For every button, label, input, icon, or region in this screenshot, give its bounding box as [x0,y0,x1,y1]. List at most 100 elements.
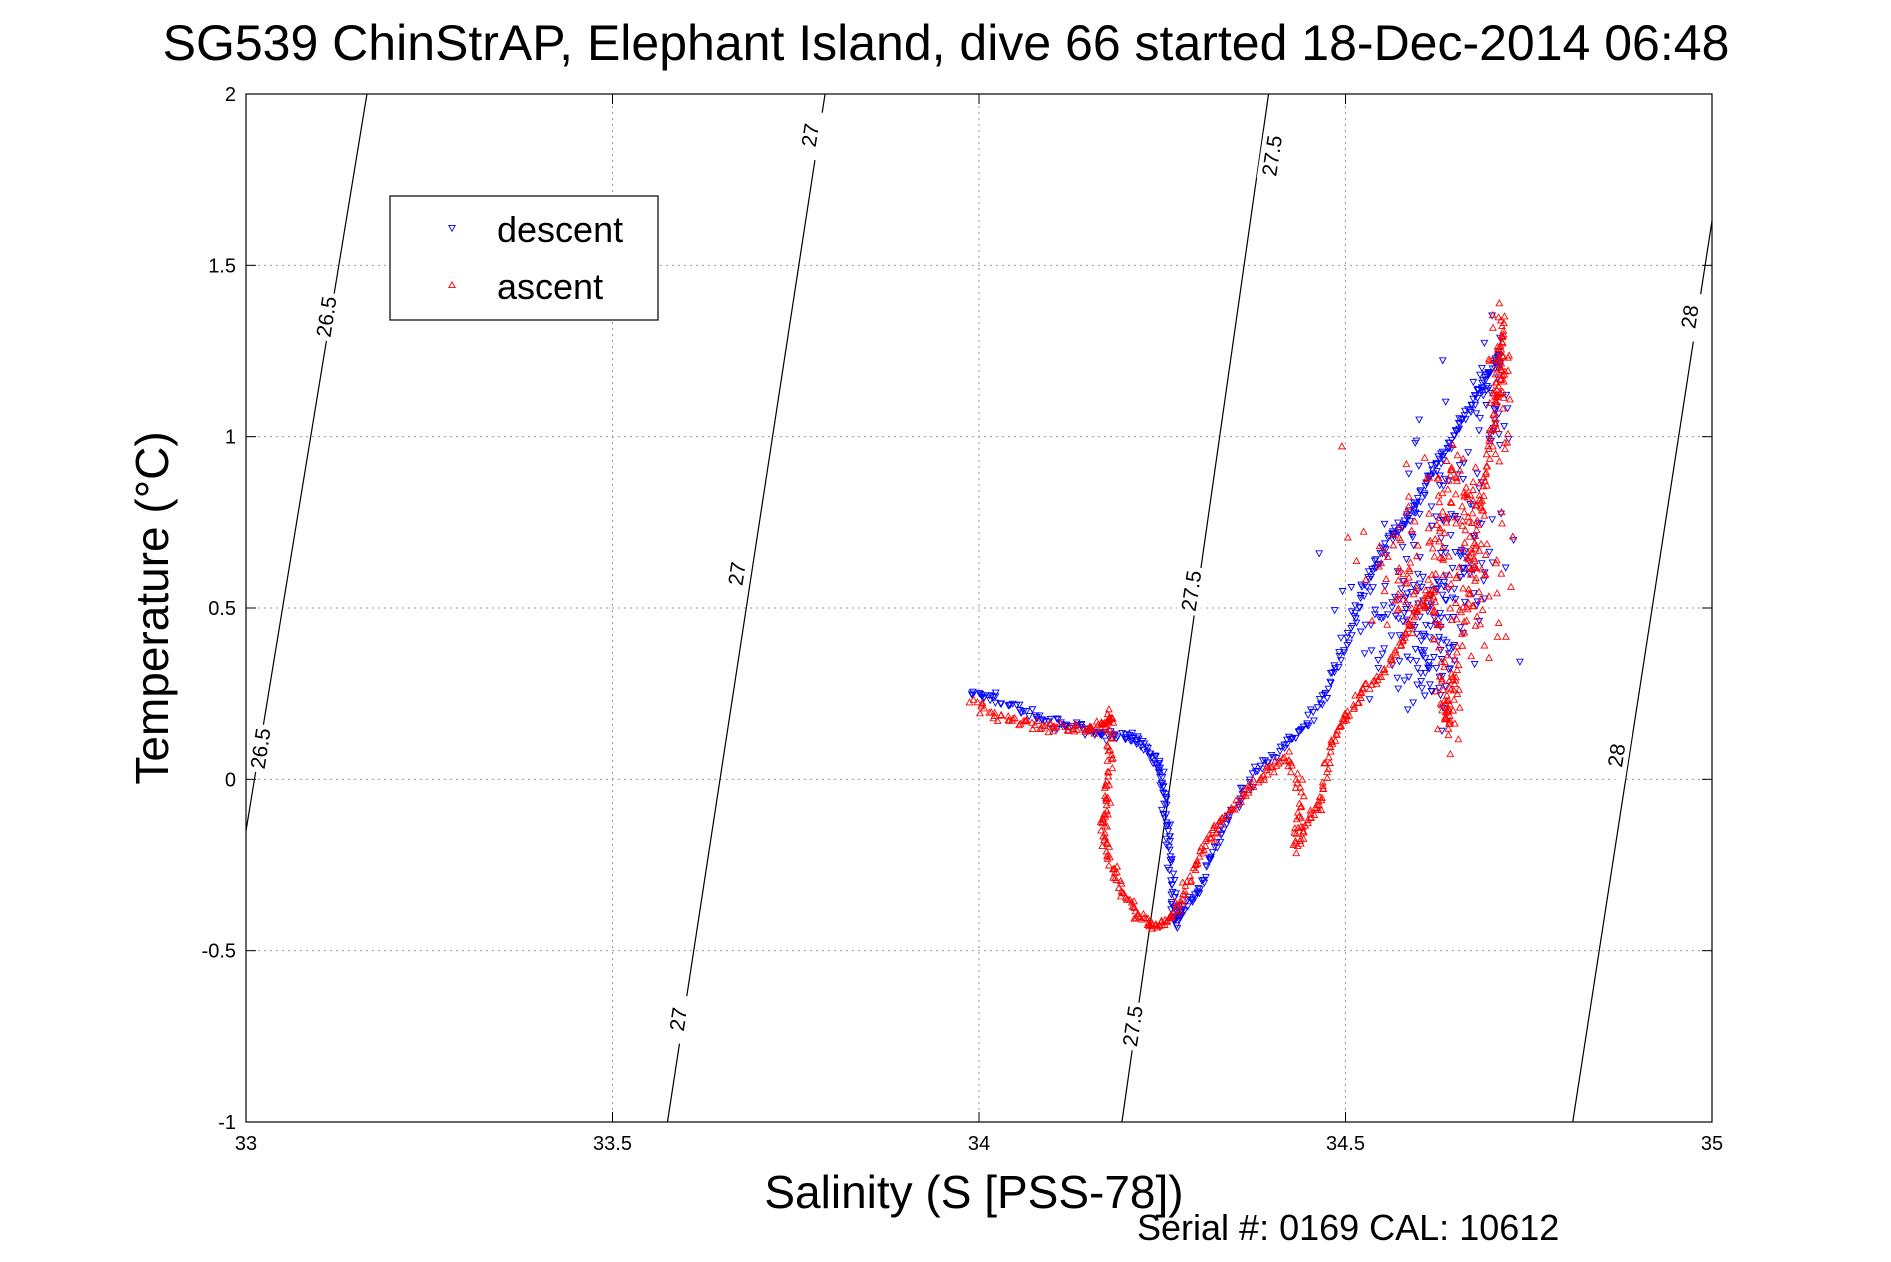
ascent-point [1428,582,1437,590]
ascent-point [1092,717,1101,725]
descent-point [1366,588,1375,596]
ascent-point [1504,353,1512,361]
descent-point [1439,482,1448,490]
descent-point [1205,856,1214,864]
descent-point [1309,717,1318,725]
descent-point [1168,881,1177,889]
ascent-point [1196,846,1205,855]
ascent-point [1457,607,1466,616]
ascent-point [1105,725,1114,733]
descent-point [1444,645,1453,653]
ascent-point [1446,465,1455,473]
ascent-point [1137,915,1146,923]
descent-point [1425,659,1434,667]
ascent-point [1045,718,1054,726]
ascent-point [1462,483,1471,491]
descent-point [1427,688,1436,696]
descent-point [1473,470,1482,478]
descent-point [1404,470,1413,478]
ascent-point [1351,691,1360,699]
ascent-point [1448,672,1457,681]
isopycnal-label: 27 [798,122,824,149]
ascent-point [1359,527,1368,535]
ascent-point [1073,725,1081,733]
ascent-point [1436,513,1445,521]
ascent-point [1262,762,1271,770]
descent-point [1455,420,1464,429]
ascent-point [1425,473,1434,481]
descent-point [1418,632,1427,640]
ascent-point [1402,459,1411,468]
ascent-point [1299,827,1308,835]
ascent-point [1103,854,1112,862]
descent-point [991,693,1000,701]
descent-point [1428,522,1436,530]
ascent-point [1497,569,1506,577]
descent-point [1458,565,1467,573]
ascent-point [1358,683,1367,691]
descent-point [1321,689,1330,698]
ascent-point [1259,771,1268,779]
ascent-point [1108,764,1117,772]
isopycnal-label: 28 [1677,304,1703,331]
ascent-point [1166,910,1175,918]
series-descent [967,312,1524,932]
ascent-point [1326,758,1334,766]
ascent-point [1101,833,1109,841]
ascent-point [1092,723,1100,732]
descent-point [1442,572,1450,580]
ascent-point [1446,470,1455,478]
descent-point [1142,743,1151,751]
ascent-point [1460,508,1469,516]
ascent-point [1469,485,1477,493]
ascent-point [1104,861,1113,869]
ascent-point [1498,371,1507,379]
ascent-point [1046,720,1055,728]
ascent-point [1106,798,1115,806]
descent-point [1460,570,1468,578]
ascent-point [1368,616,1377,624]
ascent-point [1453,648,1461,656]
ascent-point [1486,433,1495,441]
descent-point [991,689,1000,697]
ascent-point [1435,498,1444,506]
ascent-point [1480,476,1489,484]
descent-point [1472,410,1481,418]
descent-point [1394,615,1403,623]
ascent-point [1104,747,1113,755]
ascent-point [1496,389,1505,397]
descent-point [1315,550,1324,558]
ascent-point [1460,538,1469,546]
ascent-point [1495,299,1504,307]
ascent-point [1337,442,1346,450]
descent-point [1456,624,1465,632]
ascent-point [1500,438,1509,446]
ascent-point [1040,721,1049,730]
ascent-point [1407,526,1416,534]
descent-point [1163,822,1172,830]
descent-point [980,694,989,702]
ascent-point [1480,511,1489,519]
descent-point [1374,665,1383,673]
ascent-point [1394,595,1403,603]
ascent-point [1492,385,1501,393]
descent-point [1172,890,1181,898]
descent-point [1224,814,1233,822]
descent-point [1340,649,1349,657]
descent-point [1470,532,1479,540]
ascent-point [1453,642,1462,650]
ascent-point [1287,761,1296,769]
descent-point [1432,468,1441,476]
descent-point [1155,760,1164,768]
ascent-point [1453,571,1462,579]
descent-point [1500,423,1509,431]
descent-point [1469,378,1478,387]
ascent-point [1431,616,1440,624]
ascent-point [1292,848,1301,857]
ascent-point [1275,757,1284,765]
ascent-point [1244,781,1253,789]
descent-point [1339,647,1348,655]
ascent-point [1157,918,1166,926]
ascent-point [1498,337,1507,346]
descent-point [1337,657,1345,665]
